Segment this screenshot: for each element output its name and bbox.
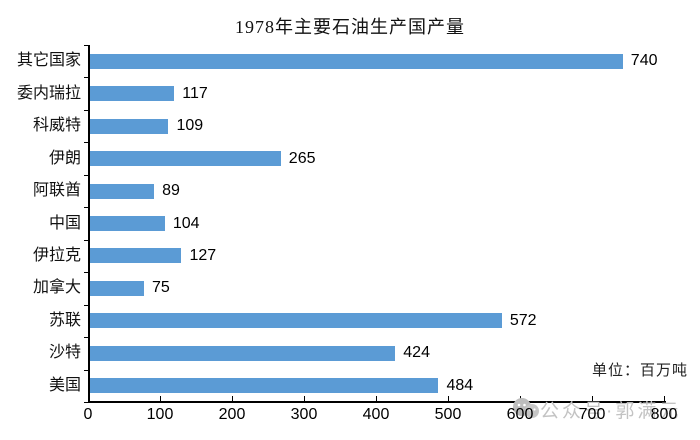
category-label: 伊朗 (48, 149, 81, 167)
x-axis-tick (663, 396, 665, 401)
value-label: 484 (446, 376, 474, 394)
y-axis-row-tick (84, 337, 88, 339)
bar (90, 118, 169, 134)
y-axis-row-tick (84, 304, 88, 306)
x-axis-tick (231, 396, 233, 401)
category-label: 中国 (48, 214, 81, 232)
value-label: 89 (162, 182, 180, 200)
x-axis-tick-label: 100 (146, 406, 174, 423)
x-axis-tick-label: 400 (362, 406, 390, 423)
x-axis-tick-label: 500 (434, 406, 462, 423)
value-label: 75 (152, 279, 170, 297)
y-axis-line (88, 45, 90, 403)
watermark-text: 公众号·郭满元 (540, 400, 682, 422)
x-axis-tick-label: 600 (506, 406, 534, 423)
x-axis-tick (447, 396, 449, 401)
category-label: 加拿大 (32, 279, 81, 297)
y-axis-row-tick (84, 174, 88, 176)
y-axis-row-tick (84, 402, 88, 403)
bar (90, 378, 439, 394)
value-label: 127 (189, 246, 217, 264)
value-label: 104 (172, 214, 200, 232)
value-label: 740 (630, 52, 658, 70)
category-label: 阿联酋 (32, 182, 81, 200)
y-axis-row-tick (84, 239, 88, 241)
unit-label: 单位：百万吨 (591, 363, 688, 379)
value-label: 265 (288, 149, 316, 167)
x-axis-line (88, 401, 666, 403)
value-label: 424 (403, 344, 430, 362)
x-axis-tick-label: 200 (218, 406, 246, 423)
value-label: 109 (176, 117, 204, 135)
value-label: 117 (182, 84, 208, 102)
x-axis-tick-label: 300 (290, 406, 318, 423)
x-axis-tick (303, 396, 305, 401)
bar (90, 53, 623, 69)
y-axis-row-tick (84, 142, 88, 144)
bar (90, 248, 182, 264)
x-axis-tick (159, 396, 161, 401)
value-label: 572 (509, 311, 537, 329)
bar (90, 345, 396, 361)
chart-title: 1978年主要石油生产国产量 (235, 17, 465, 37)
category-label: 委内瑞拉 (16, 84, 81, 102)
y-axis-row-tick (84, 207, 88, 209)
category-label: 沙特 (48, 344, 81, 362)
y-axis-row-tick (84, 45, 88, 46)
x-axis-tick (375, 396, 377, 401)
x-axis-tick (591, 396, 593, 401)
bar (90, 216, 165, 231)
bar (90, 313, 502, 329)
category-label: 苏联 (48, 311, 81, 329)
wechat-bubbles-icon (512, 396, 540, 422)
x-axis-tick-label: 0 (83, 406, 93, 423)
bar (90, 183, 155, 199)
y-axis-row-tick (84, 77, 88, 79)
category-label: 美国 (48, 376, 81, 394)
x-axis-tick-label: 800 (650, 406, 678, 423)
watermark: 公众号·郭满元 (512, 395, 681, 423)
bar (90, 86, 175, 102)
y-axis-row-tick (84, 369, 88, 371)
category-label: 科威特 (32, 117, 81, 135)
y-axis-row-tick (84, 272, 88, 274)
category-label: 其它国家 (16, 52, 81, 70)
x-axis-tick-label: 700 (578, 406, 606, 423)
bar (90, 151, 281, 167)
category-label: 伊拉克 (32, 246, 81, 264)
y-axis-row-tick (84, 109, 88, 111)
bar (90, 280, 144, 296)
